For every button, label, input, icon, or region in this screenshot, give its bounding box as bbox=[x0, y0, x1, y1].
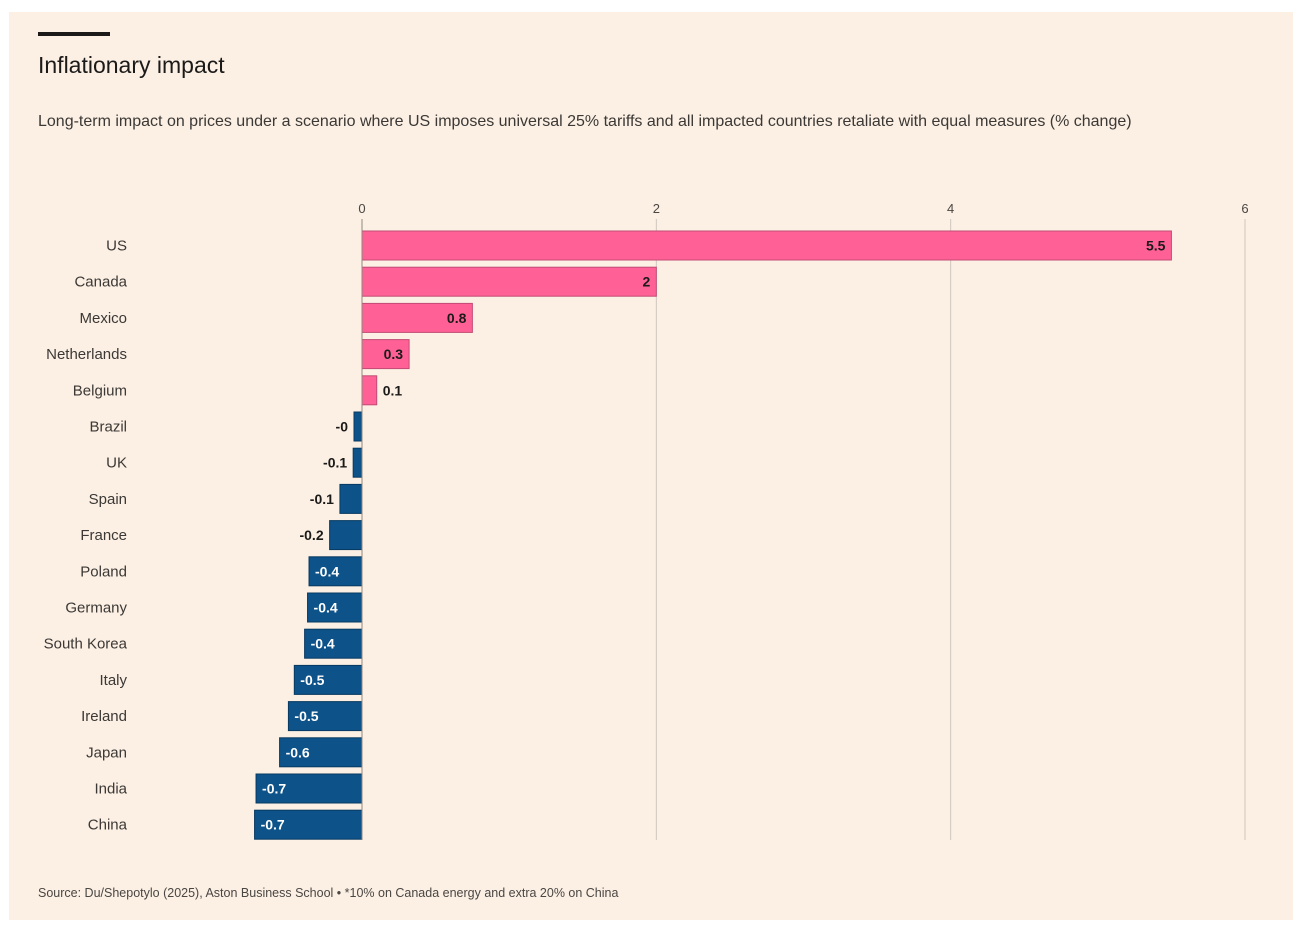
category-label: Ireland bbox=[81, 708, 127, 725]
data-label: -0.5 bbox=[300, 672, 324, 688]
bar-chart: 0 2 4 6 US 5.5 Canada 2 Mexico 0.8 Netherlands 0.3 B… bbox=[44, 201, 1249, 840]
data-label: -0.7 bbox=[261, 817, 285, 833]
data-label: 5.5 bbox=[1146, 238, 1166, 254]
source-note: Source: Du/Shepotylo (2025), Aston Busin… bbox=[38, 886, 619, 900]
x-tick-label: 2 bbox=[653, 201, 660, 216]
category-label: France bbox=[80, 527, 127, 544]
bar bbox=[254, 809, 363, 840]
data-label: -0.1 bbox=[310, 491, 334, 507]
title-accent-bar bbox=[38, 32, 110, 36]
bar bbox=[307, 592, 363, 623]
data-label: 0.1 bbox=[383, 382, 403, 398]
data-label: -0.4 bbox=[315, 563, 339, 579]
category-label: Canada bbox=[74, 274, 127, 291]
data-label: -0.1 bbox=[323, 455, 347, 471]
bar bbox=[255, 773, 363, 804]
data-label: -0.2 bbox=[299, 527, 323, 543]
data-label: -0.6 bbox=[286, 744, 310, 760]
data-label: -0.4 bbox=[311, 636, 335, 652]
data-label: -0.7 bbox=[262, 781, 286, 797]
chart-panel: Inflationary impact Long-term impact on … bbox=[9, 12, 1293, 920]
bar bbox=[339, 483, 363, 514]
category-label: Poland bbox=[80, 563, 127, 580]
x-tick-label: 0 bbox=[358, 201, 365, 216]
category-label: South Korea bbox=[44, 636, 128, 653]
bar bbox=[361, 266, 657, 297]
category-label: China bbox=[88, 817, 128, 834]
bar bbox=[352, 447, 363, 478]
category-label: Brazil bbox=[89, 419, 127, 436]
category-label: Japan bbox=[86, 744, 127, 761]
data-label: 0.3 bbox=[384, 346, 404, 362]
category-label: US bbox=[106, 238, 127, 255]
bar bbox=[329, 520, 363, 551]
x-tick-label: 6 bbox=[1241, 201, 1248, 216]
category-label: India bbox=[94, 781, 127, 798]
bar bbox=[361, 375, 378, 406]
bar bbox=[308, 556, 363, 587]
data-label: -0.5 bbox=[294, 708, 318, 724]
category-label: Netherlands bbox=[46, 346, 127, 363]
data-label: -0.4 bbox=[314, 600, 338, 616]
category-label: Spain bbox=[89, 491, 127, 508]
chart-subtitle: Long-term impact on prices under a scena… bbox=[38, 113, 1132, 130]
category-label: UK bbox=[106, 455, 127, 472]
bar bbox=[279, 737, 363, 768]
bar bbox=[304, 628, 363, 659]
bar bbox=[361, 302, 473, 333]
bar bbox=[293, 664, 363, 695]
data-label: -0 bbox=[336, 419, 349, 435]
chart-title: Inflationary impact bbox=[38, 52, 225, 78]
category-label: Germany bbox=[65, 600, 127, 617]
data-label: 2 bbox=[643, 274, 651, 290]
category-label: Belgium bbox=[73, 382, 127, 399]
category-label: Italy bbox=[99, 672, 127, 689]
data-label: 0.8 bbox=[447, 310, 467, 326]
bar bbox=[287, 701, 363, 732]
bar bbox=[361, 230, 1172, 261]
bar bbox=[353, 411, 363, 442]
category-label: Mexico bbox=[79, 310, 127, 327]
x-tick-label: 4 bbox=[947, 201, 954, 216]
